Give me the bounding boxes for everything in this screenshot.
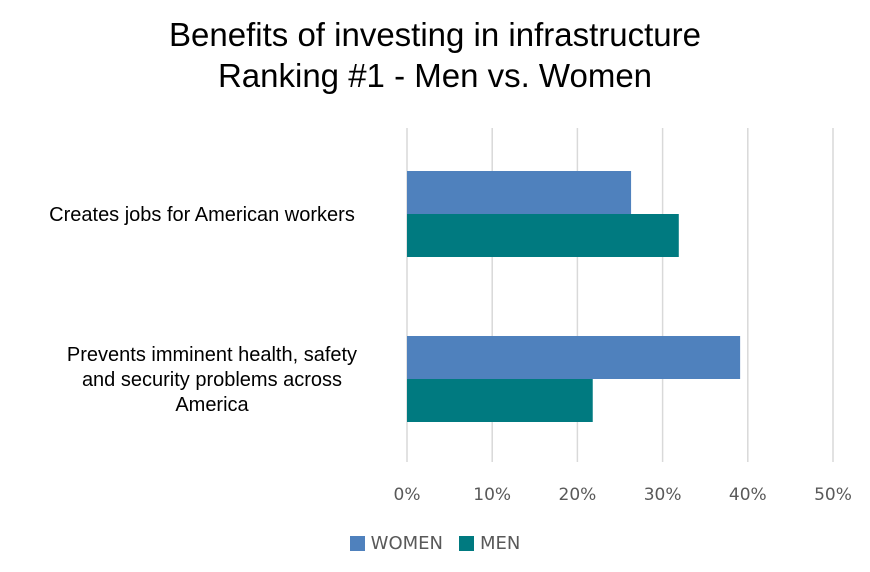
legend-swatch <box>458 536 474 551</box>
category-label: Prevents imminent health, safety and secu… <box>67 344 357 416</box>
title-line: Benefits of investing in infrastructure <box>169 16 701 53</box>
category-label: Creates jobs for American workers <box>49 204 355 226</box>
x-tick-label: 0% <box>394 485 421 505</box>
legend-label: MEN <box>479 533 521 554</box>
x-tick-label: 30% <box>644 485 682 505</box>
subtitle-line: Ranking #1 - Men vs. Women <box>217 57 653 94</box>
bar-women <box>407 171 632 214</box>
bar-men <box>407 379 593 422</box>
legend-label: WOMEN <box>370 533 443 554</box>
bar-women <box>407 336 741 379</box>
x-tick-label: 50% <box>814 485 852 505</box>
x-tick-label: 40% <box>729 485 767 505</box>
legend: WOMEN MEN <box>0 533 870 554</box>
chart-title: Benefits of investing in infrastructure … <box>0 14 870 96</box>
legend-swatch <box>349 536 365 551</box>
x-tick-label: 10% <box>473 485 511 505</box>
legend-item-women: WOMEN <box>349 533 443 554</box>
bar-men <box>407 214 679 257</box>
legend-item-men: MEN <box>458 533 521 554</box>
x-tick-label: 20% <box>559 485 597 505</box>
